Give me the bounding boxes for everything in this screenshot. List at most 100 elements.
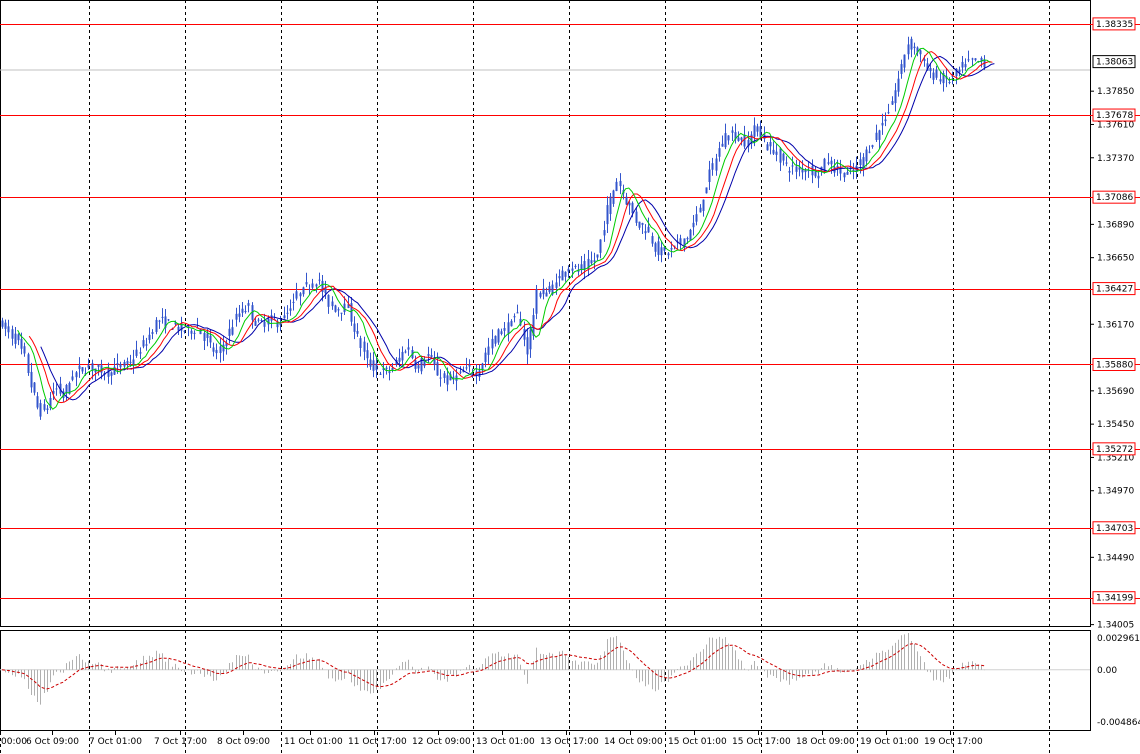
candle-body-92 xyxy=(295,291,298,299)
y-tick-label-4: 1.36650 xyxy=(1097,254,1134,264)
candle-body-179 xyxy=(574,265,577,267)
candle-body-40 xyxy=(129,361,132,363)
candle-body-147 xyxy=(471,372,474,374)
candle-body-154 xyxy=(494,335,497,344)
candle-body-5 xyxy=(17,334,20,341)
candle-body-300 xyxy=(961,61,964,68)
candle-body-287 xyxy=(919,50,922,55)
candle-body-131 xyxy=(420,358,423,372)
candle-body-90 xyxy=(289,308,292,311)
x-tick-label-0: 6 Oct 00:00 xyxy=(0,737,27,747)
candle-body-2 xyxy=(7,326,10,333)
candle-body-55 xyxy=(177,326,180,331)
candle-body-79 xyxy=(254,321,257,326)
candle-body-101 xyxy=(324,287,327,294)
candle-body-15 xyxy=(49,397,52,408)
candle-body-11 xyxy=(36,396,39,408)
ma-mid-line xyxy=(28,51,993,404)
candle-body-218 xyxy=(699,207,702,213)
level-label-4: 1.35880 xyxy=(1096,360,1133,370)
candle-body-291 xyxy=(932,72,935,80)
candle-body-41 xyxy=(132,359,135,365)
candle-body-198 xyxy=(635,211,638,223)
candle-body-196 xyxy=(628,202,631,206)
candle-body-263 xyxy=(843,172,846,178)
candle-body-155 xyxy=(497,329,500,343)
candle-body-284 xyxy=(910,38,913,50)
candle-body-43 xyxy=(139,352,142,354)
oscillator-axis: 0.002961 0.00 -0.004864 xyxy=(1097,634,1140,728)
candle-body-280 xyxy=(897,78,900,92)
candles xyxy=(1,36,986,420)
candle-body-35 xyxy=(113,366,116,375)
candle-body-277 xyxy=(887,112,890,114)
candle-body-177 xyxy=(567,268,570,272)
candle-body-178 xyxy=(571,268,574,271)
candle-body-106 xyxy=(340,312,343,314)
candle-body-278 xyxy=(891,101,894,105)
candle-body-156 xyxy=(500,331,503,335)
candle-body-214 xyxy=(686,238,689,240)
candle-body-105 xyxy=(337,309,340,311)
candle-body-296 xyxy=(948,82,951,84)
candle-body-50 xyxy=(161,316,164,318)
candle-body-143 xyxy=(459,371,462,373)
level-label-5: 1.35272 xyxy=(1096,445,1133,455)
candle-body-109 xyxy=(350,303,353,322)
candle-body-240 xyxy=(769,142,772,147)
candle-body-217 xyxy=(695,214,698,222)
candle-body-38 xyxy=(123,362,126,367)
price-level-labels: 1.38335 1.37678 1.37086 1.36427 1.35880 1.352… xyxy=(1092,17,1136,605)
candle-body-170 xyxy=(545,292,548,297)
candle-body-97 xyxy=(311,283,314,288)
candle-body-204 xyxy=(654,243,657,252)
candle-body-127 xyxy=(407,347,410,350)
candle-body-20 xyxy=(65,384,68,394)
y-tick-label-7: 1.35450 xyxy=(1097,420,1134,430)
candle-body-110 xyxy=(353,323,356,332)
candle-body-9 xyxy=(30,371,33,388)
candle-body-285 xyxy=(913,46,916,49)
candle-body-121 xyxy=(388,371,391,374)
candle-body-16 xyxy=(52,391,55,394)
candle-body-33 xyxy=(107,369,110,377)
candle-body-293 xyxy=(939,79,942,82)
candle-body-168 xyxy=(539,292,542,297)
current-price-label: 1.38063 xyxy=(1096,58,1133,68)
candle-body-148 xyxy=(475,371,478,377)
candle-body-83 xyxy=(267,318,270,325)
candle-body-166 xyxy=(532,315,535,336)
candle-body-4 xyxy=(14,333,17,344)
y-tick-label-2: 1.37370 xyxy=(1097,154,1134,164)
level-label-box-2 xyxy=(1092,190,1136,204)
candle-body-192 xyxy=(615,181,618,192)
x-tick-label-4: 8 Oct 09:00 xyxy=(217,737,270,747)
candle-body-73 xyxy=(235,313,238,320)
candle-body-290 xyxy=(929,68,932,72)
ma-slow-line xyxy=(40,55,995,401)
candle-body-59 xyxy=(190,330,193,334)
candle-body-96 xyxy=(308,288,311,290)
x-tick-label-5: 11 Oct 01:00 xyxy=(284,737,343,747)
candle-body-1 xyxy=(4,322,7,329)
candle-body-74 xyxy=(238,313,241,317)
candle-body-67 xyxy=(215,349,218,354)
candle-body-13 xyxy=(43,404,46,410)
candle-body-36 xyxy=(116,363,119,365)
x-tick-label-10: 14 Oct 09:00 xyxy=(604,737,663,747)
candle-body-77 xyxy=(247,303,250,306)
candle-body-24 xyxy=(78,365,81,370)
y-tick-label-3: 1.36890 xyxy=(1097,220,1134,230)
y-tick-label-8: 1.35210 xyxy=(1097,453,1134,463)
candle-body-268 xyxy=(859,159,862,166)
candle-body-47 xyxy=(151,332,154,334)
level-label-7: 1.34199 xyxy=(1096,594,1133,604)
candle-body-70 xyxy=(225,342,228,347)
level-label-box-0 xyxy=(1092,17,1136,31)
candle-body-248 xyxy=(795,166,798,172)
candle-body-7 xyxy=(23,346,26,354)
candle-body-189 xyxy=(606,205,609,225)
candle-body-243 xyxy=(779,148,782,163)
candle-body-46 xyxy=(148,334,151,340)
candle-body-120 xyxy=(385,367,388,370)
